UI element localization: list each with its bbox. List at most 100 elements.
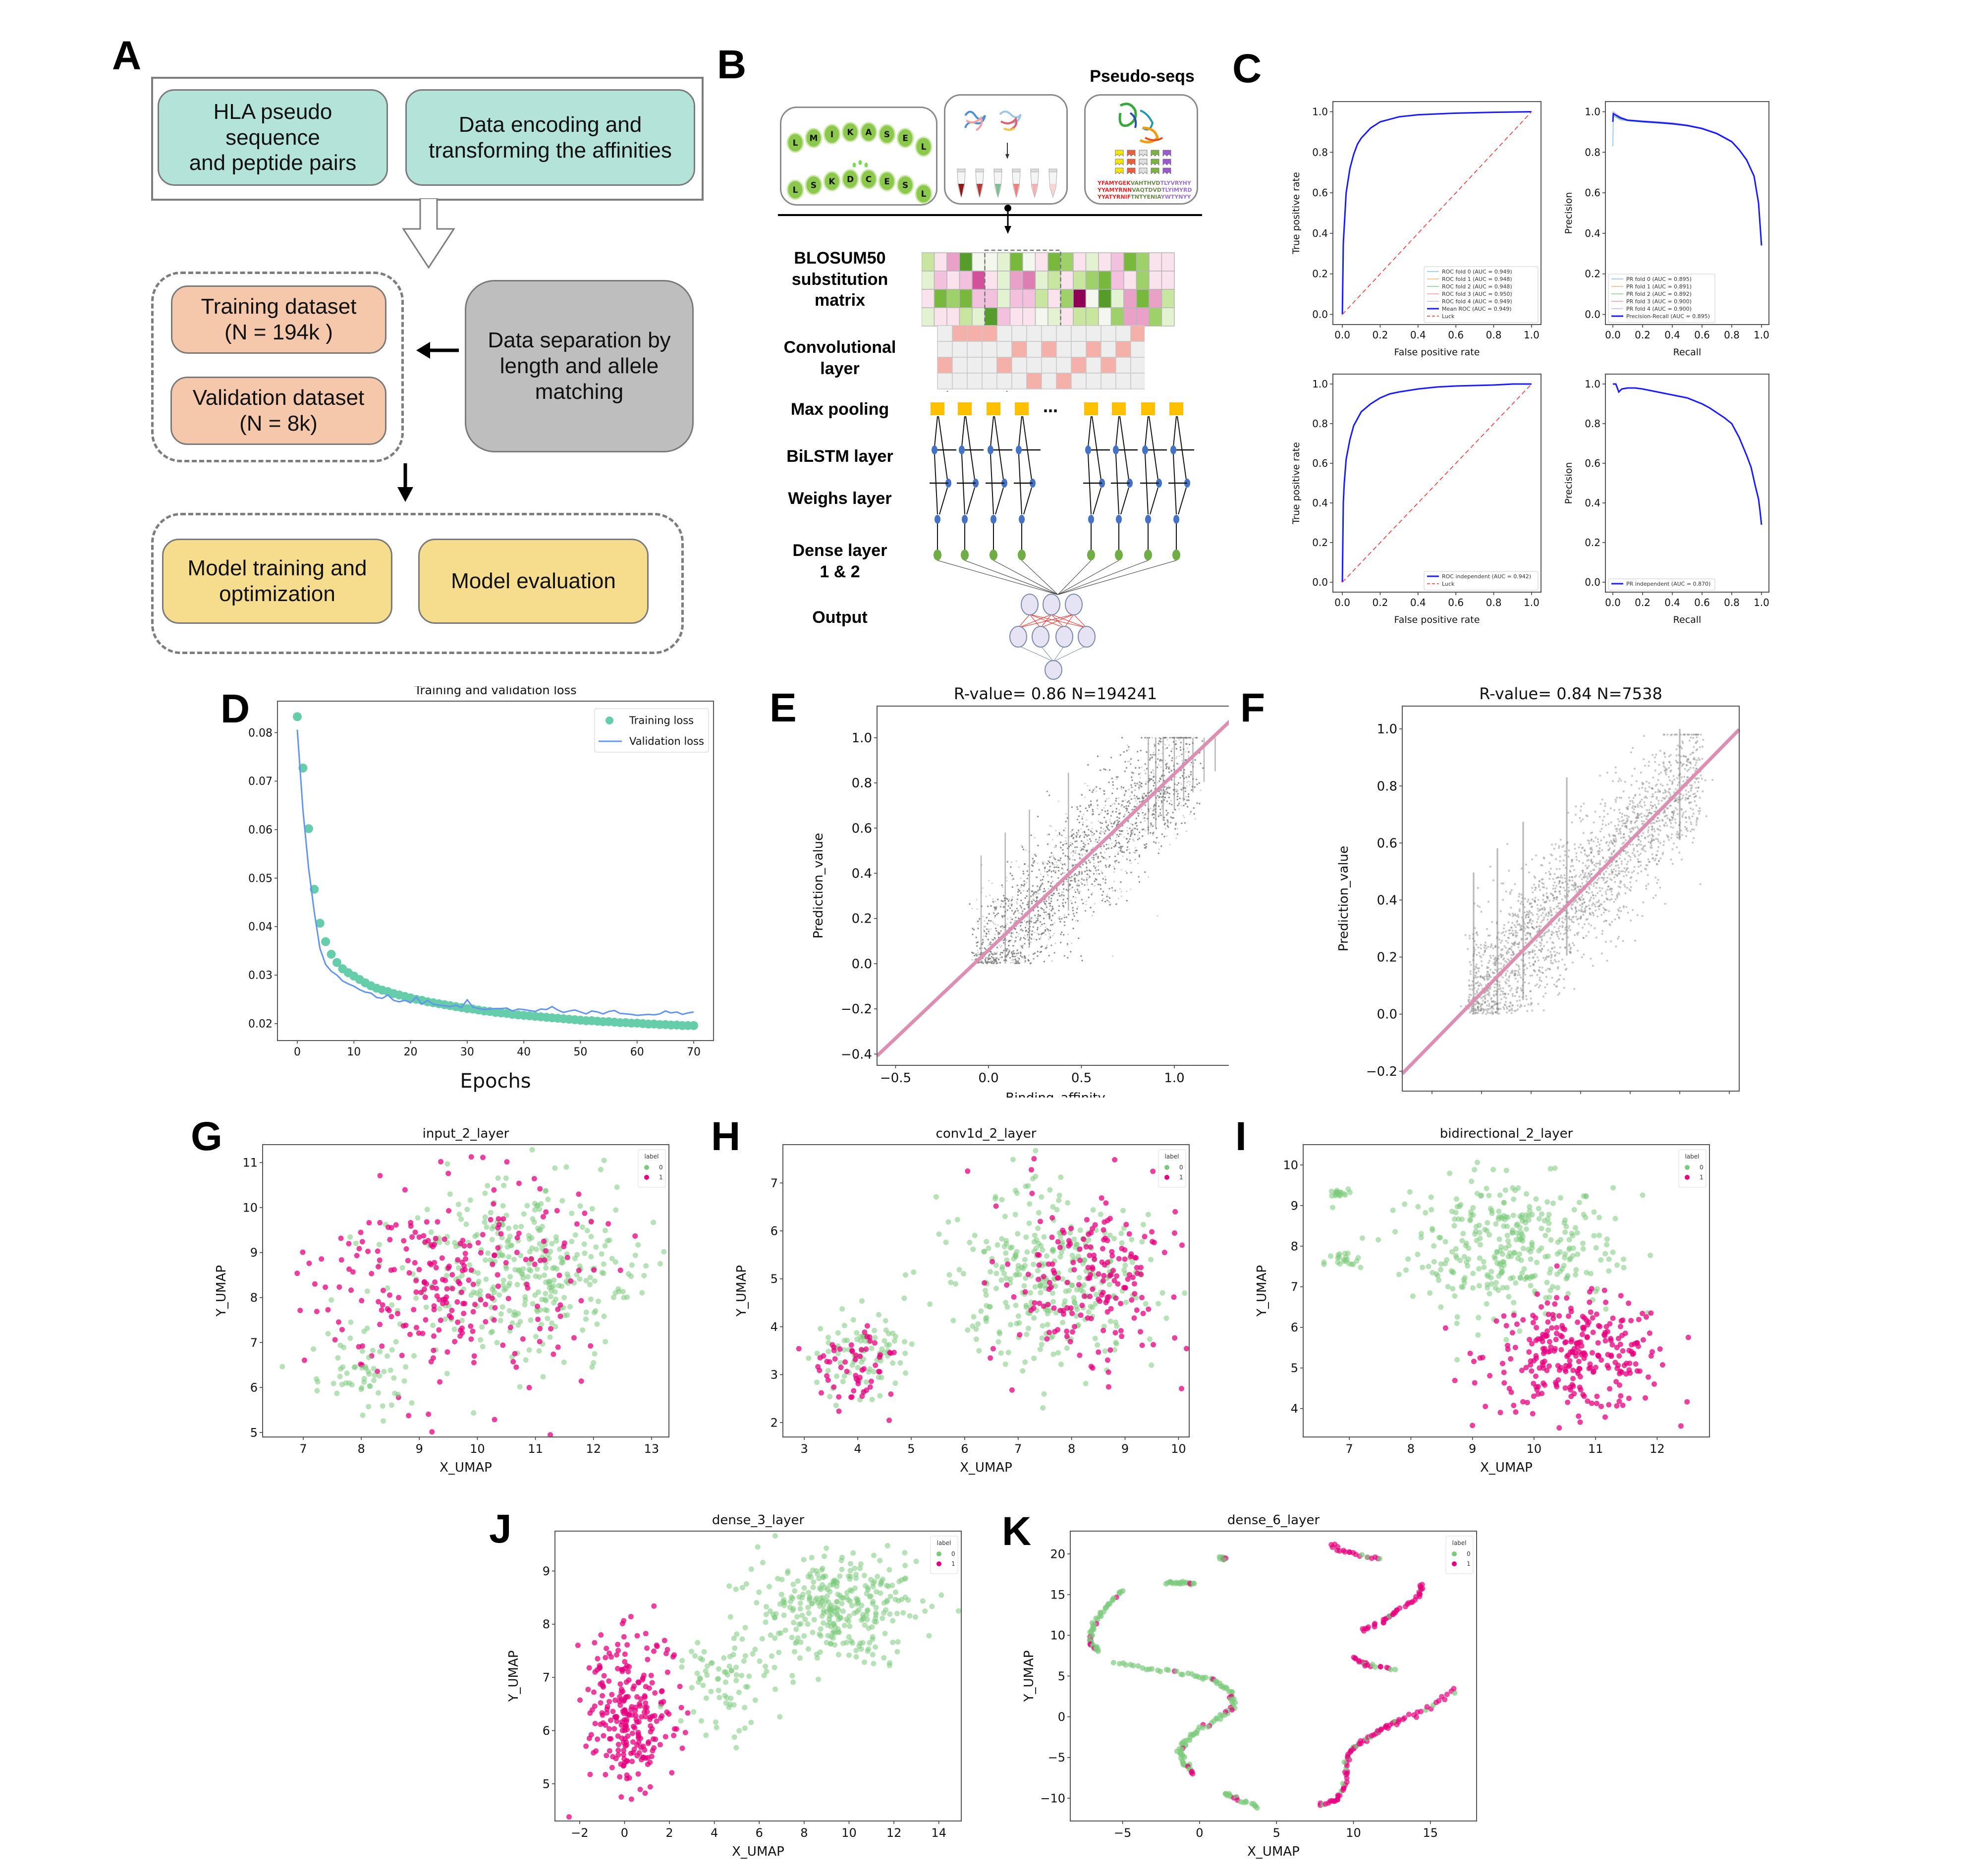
data-point xyxy=(1093,865,1095,867)
data-point xyxy=(1187,747,1189,749)
weight-connection xyxy=(1057,560,1149,595)
pocket-icon xyxy=(1151,159,1159,166)
lstm-arrow xyxy=(994,416,1004,480)
data-point xyxy=(1048,833,1050,835)
data-point xyxy=(1053,933,1055,935)
data-point xyxy=(1020,886,1022,888)
data-point xyxy=(1180,805,1182,807)
data-point xyxy=(1120,833,1123,835)
affinity-assay-card xyxy=(944,94,1068,205)
conv-cell xyxy=(1056,357,1072,374)
data-point xyxy=(995,909,997,911)
data-point xyxy=(1016,884,1018,886)
data-point xyxy=(994,900,996,903)
y-tick-label: 0.0 xyxy=(1312,576,1328,588)
y-tick-label: 0.2 xyxy=(1312,537,1328,549)
data-point xyxy=(1153,751,1155,754)
lstm-arrow xyxy=(1018,416,1022,447)
data-point xyxy=(1165,764,1167,766)
blosum-cell xyxy=(1123,271,1137,290)
data-point xyxy=(1124,799,1126,801)
data-point xyxy=(1108,901,1110,903)
weight-connection xyxy=(964,560,1058,595)
data-point xyxy=(1048,916,1050,918)
x-tick-label: 0.8 xyxy=(1486,329,1502,341)
blosum-cell xyxy=(1073,252,1087,272)
legend-box xyxy=(1424,266,1539,323)
data-point xyxy=(1015,917,1017,919)
data-point xyxy=(1111,887,1113,889)
scatter-points xyxy=(969,737,1204,965)
data-point xyxy=(1077,853,1079,855)
data-point xyxy=(1034,921,1036,923)
blosum-cell xyxy=(959,252,973,272)
data-point xyxy=(992,939,994,941)
legend-label: ROC fold 3 (AUC = 0.950) xyxy=(1442,291,1512,297)
data-point xyxy=(1109,821,1111,823)
data-point xyxy=(997,932,999,935)
data-point xyxy=(988,944,990,946)
data-point xyxy=(1149,774,1151,776)
data-point xyxy=(1032,860,1034,862)
data-point xyxy=(1143,796,1146,798)
y-tick-label: 0.6 xyxy=(1585,187,1600,199)
data-point xyxy=(1014,928,1016,930)
data-point xyxy=(1024,935,1026,937)
conv-cell xyxy=(1101,357,1116,374)
data-point xyxy=(1121,830,1123,832)
hla-structure-illustration: YFAMYGEKVAHTHVDTLYVRYHY YYAMYRNNVAQTDVDT… xyxy=(1097,103,1192,200)
lstm-arrow xyxy=(939,487,948,515)
data-point xyxy=(1022,945,1024,947)
lstm-arrow xyxy=(1092,416,1101,480)
tube-liquid xyxy=(958,184,964,197)
data-point xyxy=(1165,793,1167,795)
data-point xyxy=(1037,816,1039,818)
forward-lstm-node xyxy=(1085,445,1091,454)
pseudo-sequence-segment: YYAMYRNN xyxy=(1097,187,1132,193)
data-point xyxy=(1005,939,1007,941)
data-point xyxy=(1088,806,1091,808)
data-point xyxy=(999,946,1001,948)
blosum-cell xyxy=(984,271,998,290)
data-point xyxy=(1123,836,1125,838)
data-point xyxy=(1053,846,1055,848)
data-point xyxy=(988,954,990,956)
data-point xyxy=(1115,811,1117,813)
data-point xyxy=(969,903,971,905)
data-point xyxy=(1177,789,1179,791)
data-point xyxy=(1007,952,1009,954)
data-point xyxy=(1054,942,1056,944)
data-point xyxy=(1088,874,1090,877)
data-point xyxy=(1082,821,1084,823)
data-point xyxy=(991,883,993,884)
blosum-cell xyxy=(1047,289,1061,308)
data-point xyxy=(1061,891,1063,893)
residue-letter: E xyxy=(902,133,908,143)
data-point xyxy=(1141,835,1144,837)
data-point xyxy=(990,950,992,953)
pseudo-sequence-line: YFAMYGEKVAHTHVDTLYVRYHY xyxy=(1097,180,1192,186)
data-point xyxy=(1008,949,1011,951)
data-point xyxy=(1028,960,1030,962)
data-point xyxy=(1012,932,1014,934)
data-point xyxy=(1049,935,1051,938)
data-point xyxy=(1083,830,1085,833)
data-point xyxy=(1104,804,1106,807)
data-point xyxy=(1120,895,1122,897)
data-point xyxy=(971,959,973,961)
pseudo-sequence-segment: VAHTHVD xyxy=(1131,180,1160,186)
data-point xyxy=(1091,834,1093,836)
legend-label: ROC fold 2 (AUC = 0.948) xyxy=(1442,283,1512,290)
data-point xyxy=(1043,918,1045,920)
blosum-cell xyxy=(1073,271,1087,290)
data-point xyxy=(1139,776,1141,779)
maxpool-label: Max pooling xyxy=(790,400,889,419)
data-point xyxy=(1104,830,1106,832)
conv-cell xyxy=(1086,357,1101,374)
merge-node xyxy=(1019,515,1025,524)
data-point xyxy=(1130,823,1132,825)
blosum-cell xyxy=(1060,271,1074,290)
data-point xyxy=(1059,916,1061,918)
lstm-arrow xyxy=(990,454,994,515)
roc-independent-chart: 0.0 0.2 0.4 0.6 0.8 1.00.00.20.40.60.81.0Fals… xyxy=(1291,374,1542,625)
